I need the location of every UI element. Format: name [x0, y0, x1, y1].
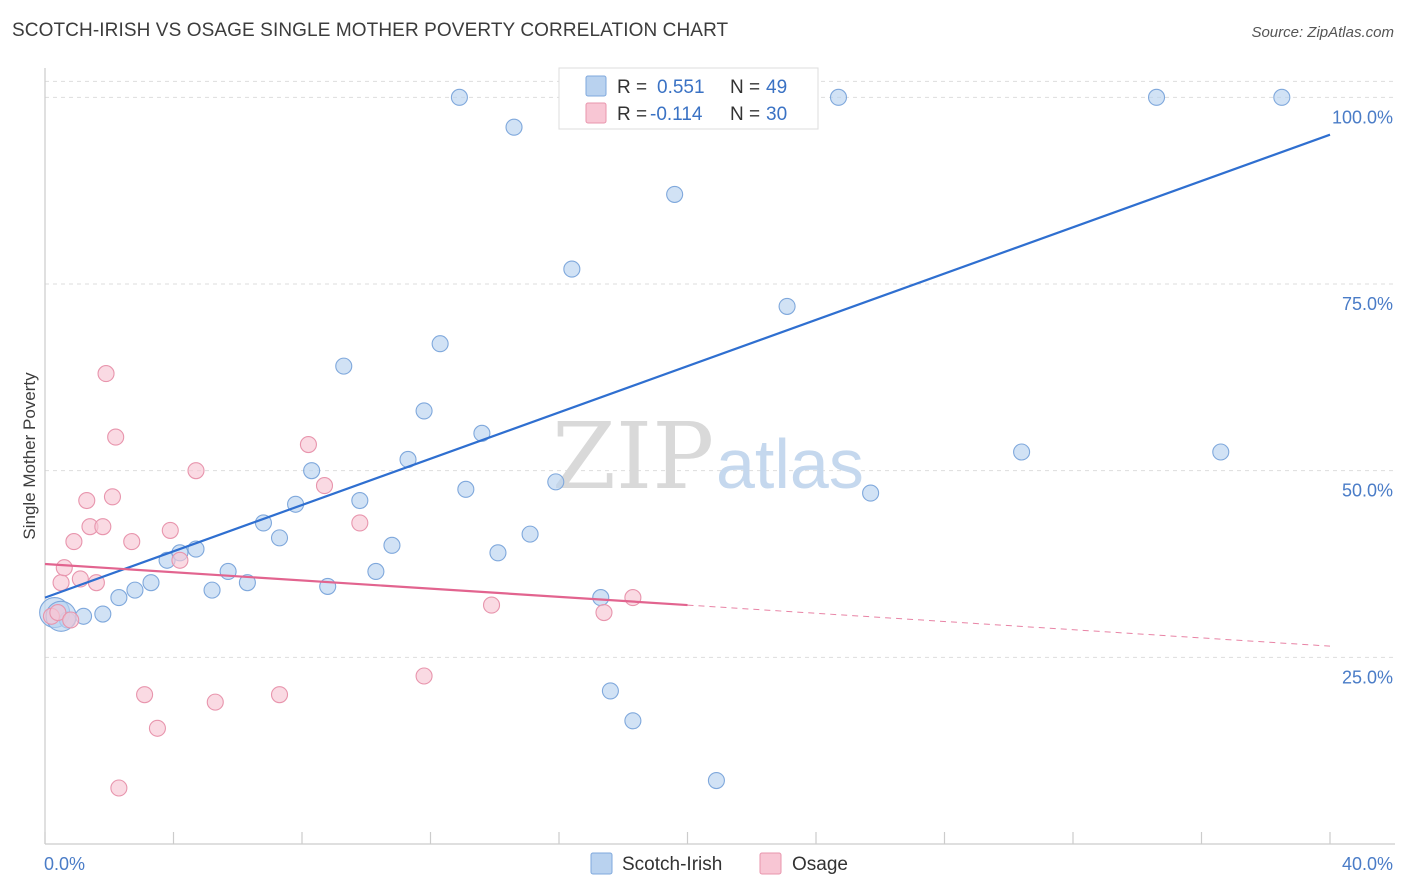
stats-legend-r-value: -0.114 — [650, 104, 703, 125]
stats-legend: R = 0.551 N = 49 R = -0.114 N = 30 — [558, 67, 819, 130]
axes-layer: 25.0% 50.0% 75.0% 100.0% 0.0% 40.0% — [44, 68, 1395, 874]
stats-legend-r-label: R = — [617, 77, 647, 98]
scotch-irish-point — [415, 402, 433, 420]
scotch-irish-point — [270, 529, 289, 547]
scotch-irish-point — [142, 574, 160, 592]
stats-legend-n-label: N = — [730, 77, 760, 98]
scotch-irish-point — [707, 771, 725, 790]
scotch-irish-point — [367, 562, 385, 581]
scotch-irish-point — [547, 473, 565, 491]
osage-point — [65, 533, 83, 551]
y-tick-label: 75.0% — [1342, 294, 1393, 314]
scotch-irish-point — [666, 185, 684, 203]
scotch-irish-point — [335, 357, 353, 375]
scotch-irish-point — [238, 574, 256, 592]
scotch-irish-point — [829, 88, 848, 106]
scotch-irish-point — [624, 712, 642, 730]
scotch-irish-point — [778, 297, 796, 315]
osage-point — [161, 521, 179, 539]
osage-point — [482, 596, 501, 614]
scotch-irish-point — [1147, 88, 1166, 106]
x-tick-label: 0.0% — [44, 854, 85, 874]
scotch-irish-point — [94, 605, 112, 623]
osage-point — [110, 779, 128, 797]
osage-point — [624, 589, 642, 607]
osage-point — [123, 533, 141, 551]
scotch-irish-point — [1273, 88, 1291, 106]
osage-point — [62, 611, 80, 629]
osage-point — [351, 514, 369, 532]
scotch-irish-point — [592, 589, 610, 607]
legend-label-scotch-irish: Scotch-Irish — [622, 854, 722, 875]
stats-legend-n-label: N = — [730, 104, 760, 125]
stats-legend-n-value: 49 — [766, 77, 787, 98]
bottom-legend: Scotch-Irish Osage — [590, 852, 848, 875]
osage-point — [595, 603, 613, 622]
watermark: ZIP atlas — [552, 403, 864, 510]
scotch-irish-point — [303, 462, 321, 480]
osage-point — [315, 477, 334, 495]
trend-layer — [44, 133, 1331, 647]
scotch-irish-point — [862, 484, 880, 502]
scotch-irish-point — [601, 682, 619, 700]
stats-legend-r-label: R = — [617, 104, 647, 125]
osage-point — [299, 435, 317, 454]
grid-layer — [45, 80, 1395, 658]
stats-legend-swatch-osage — [585, 102, 607, 124]
chart-title: SCOTCH-IRISH VS OSAGE SINGLE MOTHER POVE… — [12, 20, 729, 41]
y-tick-label: 50.0% — [1342, 481, 1393, 501]
osage-point — [94, 518, 112, 536]
scotch-irish-point — [1212, 443, 1230, 461]
scotch-irish-point — [505, 118, 523, 136]
chart-source: Source: ZipAtlas.com — [1251, 24, 1394, 41]
osage-point — [78, 491, 96, 510]
osage-point — [55, 559, 73, 577]
stats-legend-n-value: 30 — [766, 104, 787, 125]
osage-point — [148, 719, 166, 737]
osage-point — [49, 603, 67, 622]
legend-swatch-osage — [759, 852, 782, 875]
osage-trendline — [44, 562, 688, 607]
osage-point — [52, 574, 70, 592]
scotch-irish-point — [1013, 443, 1031, 461]
osage-point — [103, 488, 122, 506]
scotch-irish-point — [563, 260, 581, 278]
stats-legend-r-value: 0.551 — [657, 77, 705, 98]
scotch-irish-trendline — [44, 133, 1331, 599]
scotch-irish-point — [450, 88, 468, 106]
osage-point — [187, 462, 205, 480]
osage-point — [270, 686, 289, 704]
scotch-irish-point — [110, 589, 128, 607]
y-tick-label: 100.0% — [1332, 107, 1393, 127]
osage-point — [97, 365, 115, 383]
osage-point — [107, 428, 125, 446]
scotch-irish-point — [521, 525, 539, 543]
y-axis-label: Single Mother Poverty — [20, 372, 39, 540]
osage-trendline-extension — [687, 604, 1331, 647]
osage-point — [206, 693, 224, 711]
legend-swatch-scotch-irish — [590, 852, 613, 875]
scotch-irish-point — [203, 581, 221, 599]
osage-point — [415, 667, 433, 685]
scotch-irish-point — [383, 536, 401, 554]
osage-point — [171, 551, 189, 569]
x-tick-label: 40.0% — [1342, 854, 1393, 874]
scotch-irish-point — [457, 480, 475, 498]
scotch-irish-point — [489, 544, 507, 562]
scotch-irish-point — [431, 335, 449, 353]
scotch-irish-point — [126, 581, 144, 599]
watermark-atlas: atlas — [716, 425, 864, 503]
watermark-zip: ZIP — [552, 403, 714, 510]
stats-legend-swatch-scotch-irish — [585, 75, 607, 97]
osage-point — [136, 686, 154, 704]
y-tick-label: 25.0% — [1342, 667, 1393, 687]
scotch-irish-point — [351, 491, 369, 510]
legend-label-osage: Osage — [792, 854, 848, 875]
